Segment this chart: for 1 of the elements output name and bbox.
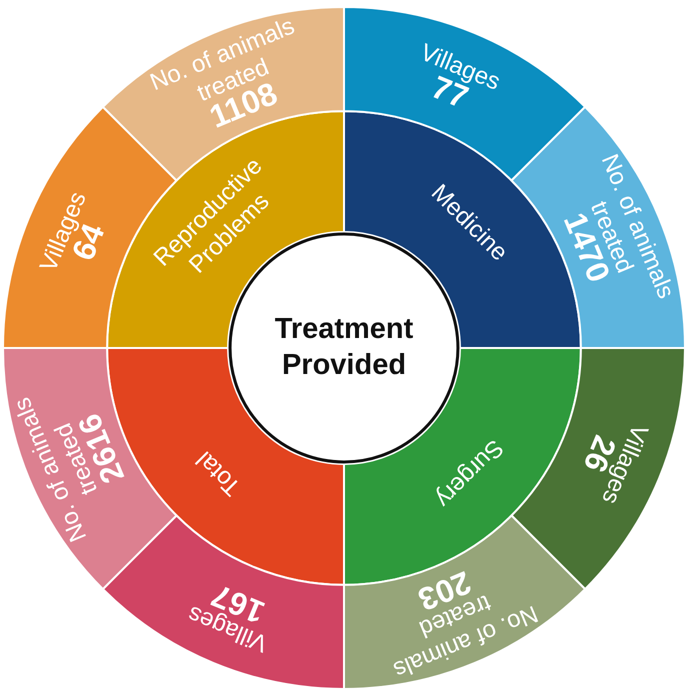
text: Treatment Provided — [274, 313, 414, 381]
